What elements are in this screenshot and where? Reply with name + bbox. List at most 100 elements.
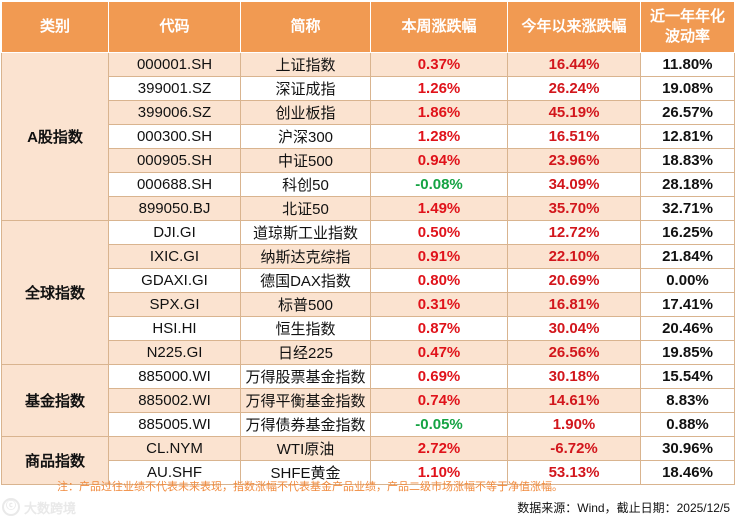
header-ytd-change: 今年以来涨跌幅: [507, 1, 641, 53]
code-cell: CL.NYM: [108, 436, 241, 461]
header-row: 类别 代码 简称 本周涨跌幅 今年以来涨跌幅 近一年年化波动率: [1, 1, 735, 53]
code-cell: 000905.SH: [108, 148, 241, 173]
name-cell: 万得债券基金指数: [240, 412, 371, 437]
week-change-cell: -0.08%: [370, 172, 508, 197]
volatility-cell: 19.85%: [640, 340, 735, 365]
header-category: 类别: [1, 1, 109, 53]
table-row: N225.GI 日经225 0.47% 26.56% 19.85%: [2, 340, 735, 365]
volatility-cell: 18.46%: [640, 460, 735, 485]
category-cell: 商品指数: [1, 436, 109, 485]
ytd-change-cell: 16.44%: [507, 52, 641, 77]
index-performance-table: 类别 代码 简称 本周涨跌幅 今年以来涨跌幅 近一年年化波动率 A股指数 0000…: [1, 1, 735, 485]
week-change-cell: 1.28%: [370, 124, 508, 149]
name-cell: 中证500: [240, 148, 371, 173]
header-name: 简称: [240, 1, 371, 53]
code-cell: GDAXI.GI: [108, 268, 241, 293]
week-change-cell: 0.37%: [370, 52, 508, 77]
table-row: 399001.SZ 深证成指 1.26% 26.24% 19.08%: [2, 76, 735, 101]
name-cell: 日经225: [240, 340, 371, 365]
table-row: 基金指数 885000.WI 万得股票基金指数 0.69% 30.18% 15.54%: [1, 364, 735, 437]
table-row: 000688.SH 科创50 -0.08% 34.09% 28.18%: [2, 172, 735, 197]
code-cell: 885000.WI: [108, 364, 241, 389]
code-cell: AU.SHF: [108, 460, 241, 485]
week-change-cell: 2.72%: [370, 436, 508, 461]
table-row: GDAXI.GI 德国DAX指数 0.80% 20.69% 0.00%: [2, 268, 735, 293]
volatility-cell: 8.83%: [640, 388, 735, 413]
table-row: HSI.HI 恒生指数 0.87% 30.04% 20.46%: [2, 316, 735, 341]
week-change-cell: 0.47%: [370, 340, 508, 365]
name-cell: 沪深300: [240, 124, 371, 149]
table-row: IXIC.GI 纳斯达克综指 0.91% 22.10% 21.84%: [2, 244, 735, 269]
data-source: 数据来源：Wind，截止日期：2025/12/5: [517, 501, 730, 515]
volatility-cell: 30.96%: [640, 436, 735, 461]
volatility-cell: 12.81%: [640, 124, 735, 149]
volatility-cell: 16.25%: [640, 220, 735, 245]
week-change-cell: 0.94%: [370, 148, 508, 173]
code-cell: 885005.WI: [108, 412, 241, 437]
week-change-cell: 1.10%: [370, 460, 508, 485]
header-volatility: 近一年年化 波动率: [640, 1, 735, 53]
week-change-cell: 0.31%: [370, 292, 508, 317]
table-row: 899050.BJ 北证50 1.49% 35.70% 32.71%: [2, 196, 735, 221]
ytd-change-cell: 20.69%: [507, 268, 641, 293]
ytd-change-cell: 16.81%: [507, 292, 641, 317]
volatility-cell: 18.83%: [640, 148, 735, 173]
name-cell: 纳斯达克综指: [240, 244, 371, 269]
code-cell: 399001.SZ: [108, 76, 241, 101]
name-cell: 恒生指数: [240, 316, 371, 341]
header-week-change: 本周涨跌幅: [370, 1, 508, 53]
ytd-change-cell: 30.04%: [507, 316, 641, 341]
week-change-cell: 0.69%: [370, 364, 508, 389]
table-body: A股指数 000001.SH 上证指数 0.37% 16.44% 11.80% 399001…: [1, 52, 735, 485]
table-row: A股指数 000001.SH 上证指数 0.37% 16.44% 11.80%: [1, 52, 735, 221]
table-row: 885005.WI 万得债券基金指数 -0.05% 1.90% 0.88%: [2, 412, 735, 437]
table-row: SPX.GI 标普500 0.31% 16.81% 17.41%: [2, 292, 735, 317]
name-cell: 北证50: [240, 196, 371, 221]
week-change-cell: 0.87%: [370, 316, 508, 341]
code-cell: HSI.HI: [108, 316, 241, 341]
ytd-change-cell: 26.24%: [507, 76, 641, 101]
ytd-change-cell: 26.56%: [507, 340, 641, 365]
table-row: 商品指数 CL.NYM WTI原油 2.72% -6.72% 30.96%: [1, 436, 735, 485]
volatility-cell: 26.57%: [640, 100, 735, 125]
header-volatility-line2: 波动率: [664, 28, 710, 45]
name-cell: 道琼斯工业指数: [240, 220, 371, 245]
volatility-cell: 19.08%: [640, 76, 735, 101]
table-row: 000300.SH 沪深300 1.28% 16.51% 12.81%: [2, 124, 735, 149]
volatility-cell: 32.71%: [640, 196, 735, 221]
week-change-cell: 1.86%: [370, 100, 508, 125]
week-change-cell: 0.80%: [370, 268, 508, 293]
volatility-cell: 21.84%: [640, 244, 735, 269]
watermark-logo: ⓒ 大数跨境: [2, 496, 112, 518]
volatility-cell: 15.54%: [640, 364, 735, 389]
header-volatility-line1: 近一年年化: [649, 8, 725, 25]
code-cell: SPX.GI: [108, 292, 241, 317]
name-cell: 科创50: [240, 172, 371, 197]
name-cell: WTI原油: [240, 436, 371, 461]
code-cell: DJI.GI: [108, 220, 241, 245]
ytd-change-cell: 12.72%: [507, 220, 641, 245]
category-cell: A股指数: [1, 52, 109, 221]
code-cell: 000688.SH: [108, 172, 241, 197]
ytd-change-cell: 53.13%: [507, 460, 641, 485]
table-row: 000905.SH 中证500 0.94% 23.96% 18.83%: [2, 148, 735, 173]
code-cell: N225.GI: [108, 340, 241, 365]
week-change-cell: 1.49%: [370, 196, 508, 221]
ytd-change-cell: 34.09%: [507, 172, 641, 197]
ytd-change-cell: -6.72%: [507, 436, 641, 461]
ytd-change-cell: 1.90%: [507, 412, 641, 437]
ytd-change-cell: 22.10%: [507, 244, 641, 269]
category-cell: 基金指数: [1, 364, 109, 437]
table-row: 399006.SZ 创业板指 1.86% 45.19% 26.57%: [2, 100, 735, 125]
code-cell: 885002.WI: [108, 388, 241, 413]
week-change-cell: -0.05%: [370, 412, 508, 437]
table-row: 885002.WI 万得平衡基金指数 0.74% 14.61% 8.83%: [2, 388, 735, 413]
week-change-cell: 1.26%: [370, 76, 508, 101]
volatility-cell: 17.41%: [640, 292, 735, 317]
name-cell: 标普500: [240, 292, 371, 317]
code-cell: 899050.BJ: [108, 196, 241, 221]
header-code: 代码: [108, 1, 241, 53]
name-cell: SHFE黄金: [240, 460, 371, 485]
week-change-cell: 0.74%: [370, 388, 508, 413]
code-cell: 000001.SH: [108, 52, 241, 77]
